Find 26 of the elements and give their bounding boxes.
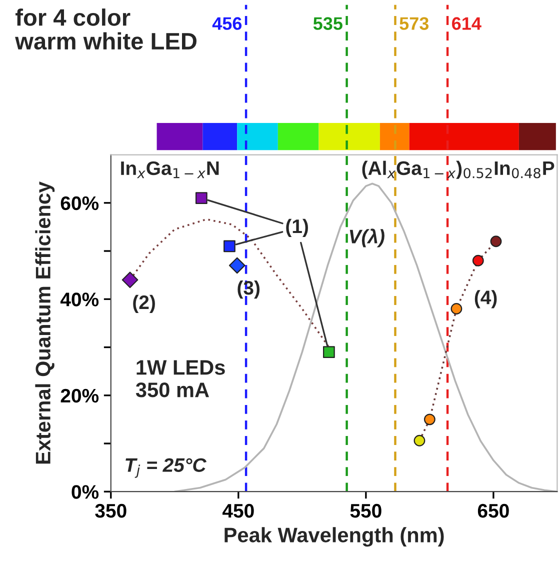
annotation: T$_{j}$ = 25°C — [126, 458, 206, 478]
y-tick-label: 0% — [72, 485, 99, 499]
annotation: In$_{x}$Ga$_{1−x}$N — [121, 161, 219, 178]
x-tick-label: 550 — [350, 504, 382, 518]
annotation: V(λ) — [350, 228, 384, 248]
ref-line-label: 456 — [212, 17, 242, 30]
annotation: (3) — [238, 280, 260, 299]
x-tick-label: 450 — [222, 504, 254, 518]
point — [323, 346, 335, 358]
annotation: 1W LEDs 350 mA — [136, 360, 225, 398]
ref-line-label: 535 — [313, 17, 342, 30]
ref-line-label: 614 — [452, 17, 482, 30]
y-tick-label: 40% — [60, 292, 99, 306]
chart-title: for 4 color warm white LED — [15, 8, 196, 50]
annotation: (4) — [474, 290, 497, 308]
ref-line-label: 573 — [400, 17, 429, 30]
x-tick-label: 650 — [478, 504, 509, 518]
y-axis-title: External Quantum Efficiency — [35, 181, 55, 464]
y-tick-label: 20% — [60, 388, 99, 403]
annotation: (2) — [133, 294, 155, 314]
x-tick-label: 350 — [95, 504, 126, 518]
point — [228, 257, 246, 274]
point — [224, 240, 236, 252]
x-axis-title: Peak Wavelength (nm) — [224, 527, 444, 547]
y-tick-label: 60% — [60, 196, 99, 210]
annotation: (1) — [286, 218, 308, 237]
